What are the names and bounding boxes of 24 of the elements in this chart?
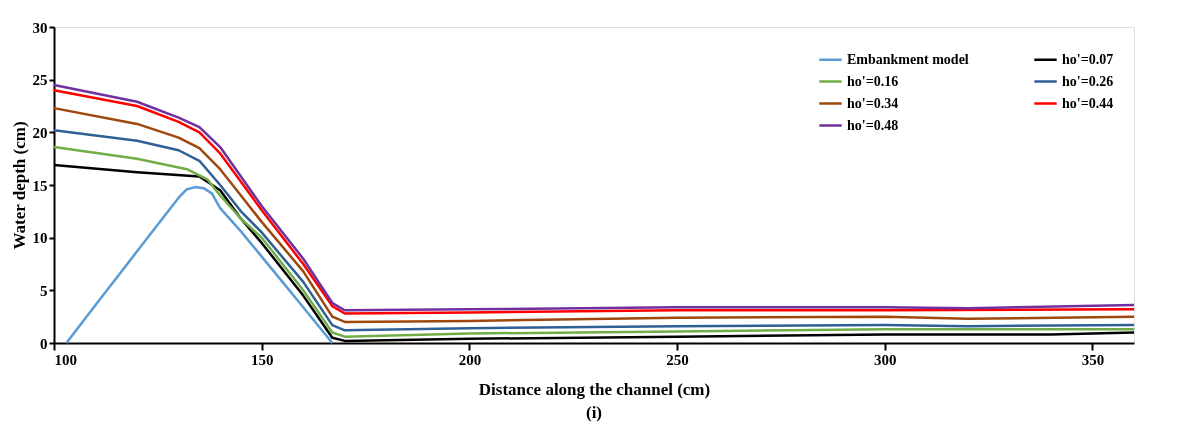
x-tick-label: 350 [1081,351,1105,368]
legend-label: ho'=0.26 [1062,73,1114,89]
text: (i) [585,403,603,422]
y-tick-label: 5 [40,282,48,299]
x-axis-title: Distance along the channel (cm) [478,379,711,399]
legend-label: ho'=0.44 [1062,95,1114,111]
legend-label: ho'=0.48 [847,117,899,133]
y-axis-title: Water depth (cm) [9,121,29,250]
y-tick-label: 30 [32,19,48,36]
y-tick-label: 10 [32,230,48,247]
legend-label: Embankment model [847,51,969,67]
y-tick-label: 15 [32,177,48,194]
y-tick-label: 0 [40,335,48,352]
legend-label: ho'=0.16 [847,73,899,89]
x-tick-label: 300 [874,351,897,368]
x-tick-label: 250 [666,351,689,368]
line-series [65,185,334,345]
y-tick-label: 20 [32,124,48,141]
legend-label: ho'=0.07 [1062,51,1114,67]
x-tick-label: 150 [250,351,274,368]
y-tick-label: 25 [32,72,48,89]
x-tick-label: 100 [54,351,77,368]
legend-label: ho'=0.34 [847,95,899,111]
x-tick-label: 200 [458,351,482,368]
